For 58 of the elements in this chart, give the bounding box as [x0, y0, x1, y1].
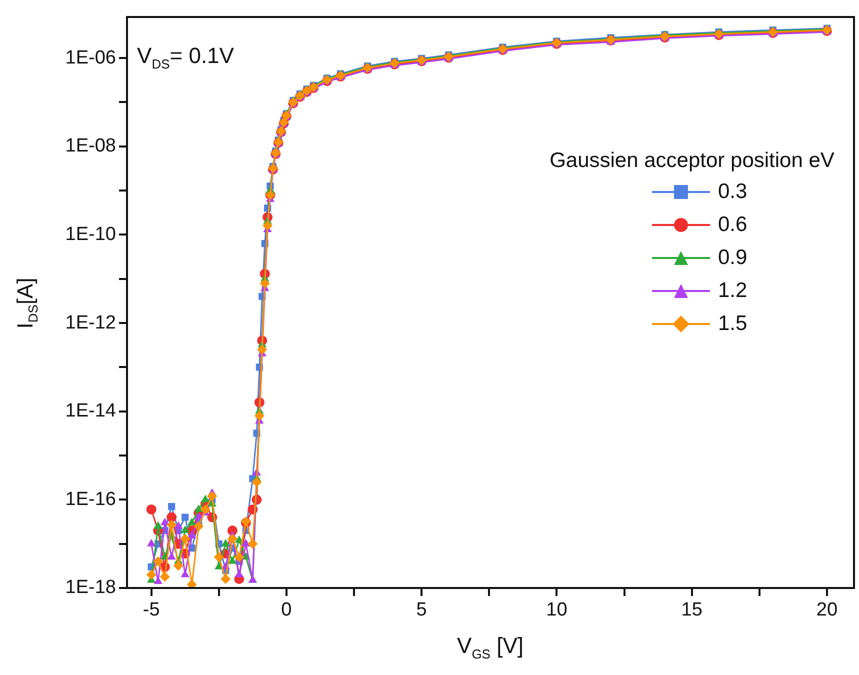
point: [252, 477, 262, 488]
x-tick-label: 5: [416, 600, 427, 621]
x-tick-label: 20: [816, 600, 838, 621]
y-tick-label: 1E-06: [65, 47, 116, 68]
point: [168, 502, 176, 510]
point: [200, 504, 210, 514]
point: [220, 574, 231, 584]
x-tick-label: 10: [546, 600, 568, 621]
point: [262, 220, 273, 231]
y-tick-label: 1E-16: [65, 488, 116, 510]
point: [248, 538, 258, 549]
point: [227, 534, 238, 544]
legend-label: 0.6: [718, 213, 748, 237]
point: [174, 521, 183, 529]
legend-label: 0.9: [718, 246, 748, 270]
point: [214, 552, 224, 562]
y-tick-label: 1E-10: [65, 224, 116, 245]
point: [188, 518, 196, 526]
point: [166, 520, 177, 530]
point: [234, 570, 244, 578]
y-tick-label: 1E-08: [65, 136, 116, 157]
point: [234, 552, 244, 562]
x-tick-label: -5: [142, 600, 160, 621]
point: [153, 556, 164, 566]
point: [186, 580, 197, 588]
legend-label: 0.3: [718, 180, 748, 204]
point: [173, 560, 184, 571]
legend-label: 1.5: [718, 312, 748, 336]
point: [194, 521, 204, 532]
y-tick-label: 1E-12: [65, 312, 116, 334]
point: [254, 410, 264, 421]
point: [160, 572, 170, 582]
point: [146, 570, 156, 580]
x-axis-title: V$_{GS}$ [V]: [457, 633, 524, 662]
point: [228, 556, 237, 564]
y-tick-label: 1E-18: [65, 577, 116, 598]
point: [154, 521, 162, 529]
point: [201, 494, 210, 502]
point: [221, 538, 230, 546]
point: [180, 534, 190, 544]
point: [194, 504, 203, 512]
point: [242, 538, 250, 546]
point: [257, 344, 268, 355]
x-tick-label: 0: [281, 600, 292, 621]
point: [260, 278, 270, 288]
point: [188, 531, 196, 539]
point: [207, 491, 218, 502]
point: [166, 512, 177, 522]
legend-label: 1.2: [718, 279, 748, 303]
point: [146, 538, 156, 546]
point: [167, 552, 176, 560]
annotation: V$_{DS}$= 0.1V: [137, 43, 234, 72]
legend-title: Gaussien acceptor position eV: [548, 148, 836, 174]
point: [182, 514, 189, 521]
point: [146, 504, 156, 514]
y-tick-label: 1E-14: [65, 400, 116, 422]
point: [180, 526, 190, 534]
x-tick-label: 15: [681, 600, 702, 621]
